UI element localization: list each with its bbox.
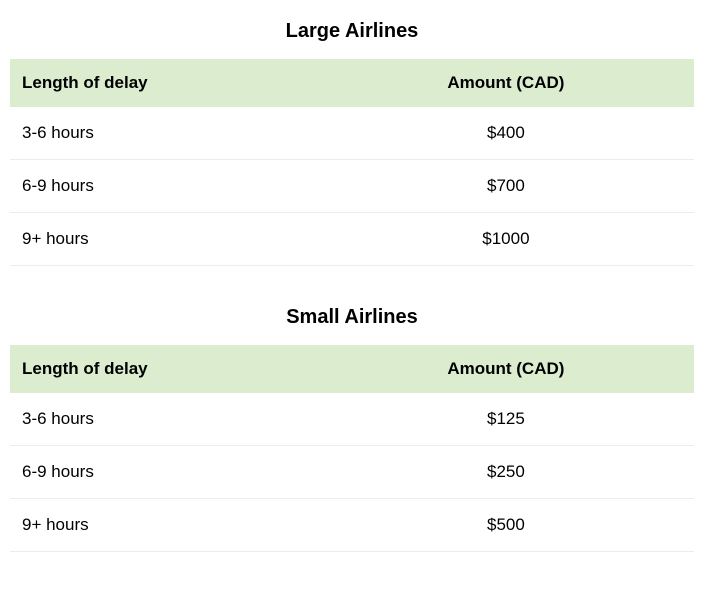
amount-cell: $700	[318, 160, 694, 213]
amount-cell: $250	[318, 446, 694, 499]
amount-cell: $500	[318, 499, 694, 552]
delay-cell: 6-9 hours	[10, 446, 318, 499]
delay-cell: 3-6 hours	[10, 393, 318, 446]
table-header-row: Length of delay Amount (CAD)	[10, 345, 694, 393]
delay-cell: 3-6 hours	[10, 107, 318, 160]
section-title: Large Airlines	[10, 20, 694, 43]
delay-cell: 6-9 hours	[10, 160, 318, 213]
table-row: 9+ hours $1000	[10, 213, 694, 266]
compensation-table-small: Length of delay Amount (CAD) 3-6 hours $…	[10, 345, 694, 552]
delay-cell: 9+ hours	[10, 499, 318, 552]
column-header-delay: Length of delay	[10, 345, 318, 393]
column-header-delay: Length of delay	[10, 59, 318, 107]
column-header-amount: Amount (CAD)	[318, 345, 694, 393]
large-airlines-section: Large Airlines Length of delay Amount (C…	[10, 20, 694, 266]
table-header-row: Length of delay Amount (CAD)	[10, 59, 694, 107]
table-row: 9+ hours $500	[10, 499, 694, 552]
section-title: Small Airlines	[10, 306, 694, 329]
amount-cell: $125	[318, 393, 694, 446]
table-row: 6-9 hours $250	[10, 446, 694, 499]
table-row: 6-9 hours $700	[10, 160, 694, 213]
delay-cell: 9+ hours	[10, 213, 318, 266]
column-header-amount: Amount (CAD)	[318, 59, 694, 107]
small-airlines-section: Small Airlines Length of delay Amount (C…	[10, 306, 694, 552]
amount-cell: $400	[318, 107, 694, 160]
table-row: 3-6 hours $125	[10, 393, 694, 446]
compensation-table-large: Length of delay Amount (CAD) 3-6 hours $…	[10, 59, 694, 266]
table-row: 3-6 hours $400	[10, 107, 694, 160]
amount-cell: $1000	[318, 213, 694, 266]
